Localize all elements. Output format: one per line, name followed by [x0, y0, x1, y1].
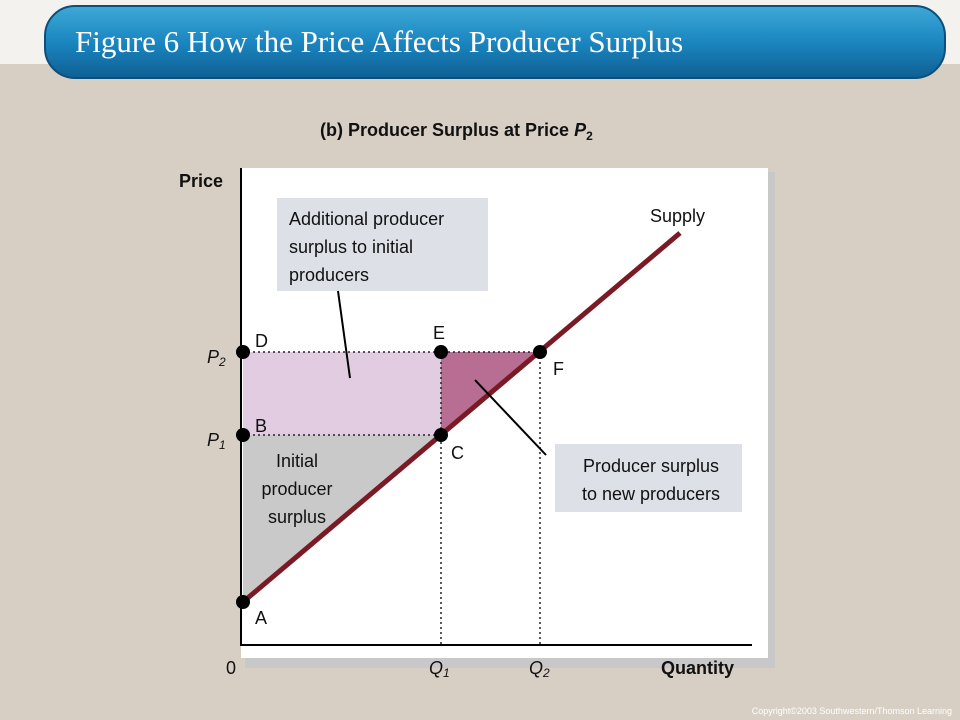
callout-box	[555, 444, 742, 512]
price-label: P1	[207, 430, 226, 452]
title: Figure 6 How the Price Affects Producer …	[75, 24, 683, 59]
callout-text: Additional producer	[289, 209, 444, 229]
copyright: Copyright©2003 Southwestern/Thomson Lear…	[752, 706, 952, 716]
point-label: D	[255, 331, 268, 351]
price-letter: P	[207, 430, 219, 450]
origin-label: 0	[226, 658, 236, 678]
quantity-letter: Q	[529, 658, 543, 678]
callout-text: producers	[289, 265, 369, 285]
callout-pointer	[474, 379, 547, 456]
callout-text: to new producers	[582, 484, 720, 504]
subtitle-subscript: 2	[586, 129, 593, 143]
point-label: F	[553, 359, 564, 379]
area-text: surplus	[268, 507, 326, 527]
area-text: Initial	[276, 451, 318, 471]
title-bar	[44, 5, 946, 79]
price-sub: 1	[219, 438, 226, 452]
subtitle-variable: P	[574, 120, 587, 140]
quantity-label: Q2	[529, 658, 550, 680]
quantity-letter: Q	[429, 658, 443, 678]
additional-surplus-area	[243, 352, 441, 435]
subtitle-text: (b) Producer Surplus at Price	[320, 120, 569, 140]
x-axis-label: Quantity	[661, 658, 734, 678]
quantity-sub: 1	[443, 666, 450, 680]
curve-label: Supply	[650, 206, 705, 226]
area-text: producer	[261, 479, 332, 499]
point-label: B	[255, 416, 267, 436]
supply-curve	[241, 231, 682, 604]
price-sub: 2	[218, 355, 226, 369]
points	[236, 345, 547, 609]
callout-pointer	[337, 290, 351, 379]
quantity-sub: 2	[542, 666, 550, 680]
point-label: A	[255, 608, 267, 628]
quantity-label: Q1	[429, 658, 450, 680]
subtitle: (b) Producer Surplus at Price P2	[320, 120, 593, 143]
callout-text: surplus to initial	[289, 237, 413, 257]
price-letter: P	[207, 347, 219, 367]
guide-lines	[243, 351, 541, 645]
price-label: P2	[207, 347, 226, 369]
callout-text: Producer surplus	[583, 456, 719, 476]
point-label: E	[433, 323, 445, 343]
y-axis-label: Price	[179, 171, 223, 191]
callout-box	[277, 198, 488, 291]
point-label: C	[451, 443, 464, 463]
